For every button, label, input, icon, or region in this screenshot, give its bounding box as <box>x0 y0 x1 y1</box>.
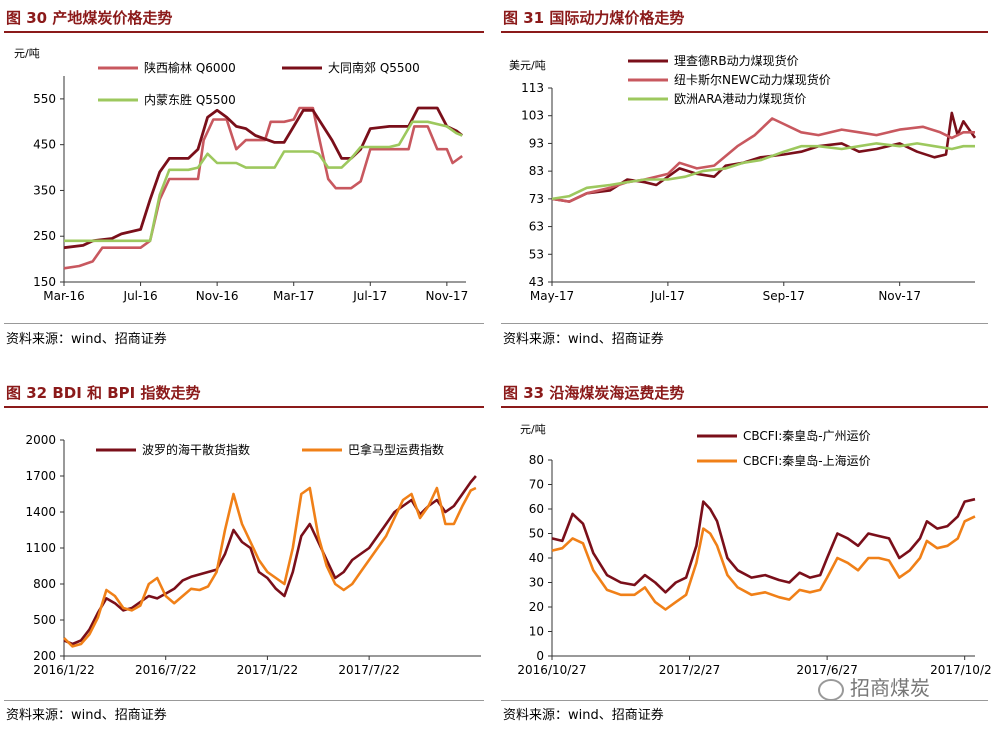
x-tick-label: Nov-16 <box>196 289 239 303</box>
y-axis-label: 美元/吨 <box>509 59 546 72</box>
legend-label: CBCFI:秦皇岛-上海运价 <box>743 453 871 468</box>
series-line <box>63 106 464 250</box>
y-tick-label: 63 <box>529 220 544 234</box>
x-tick-label: Jul-16 <box>123 289 158 303</box>
legend-label: 大同南郊 Q5500 <box>328 60 420 75</box>
source-rule <box>501 700 988 701</box>
y-tick-label: 10 <box>529 625 544 639</box>
y-tick-label: 113 <box>521 81 544 95</box>
source-text: 资料来源：wind、招商证券 <box>503 708 664 723</box>
y-tick-label: 0 <box>536 649 544 663</box>
x-tick-label: Nov-17 <box>878 289 921 303</box>
panel-title: 图 31 国际动力煤价格走势 <box>503 9 685 27</box>
x-tick-label: 2016/10/27 <box>517 663 586 677</box>
y-tick-label: 1400 <box>25 505 56 519</box>
y-tick-label: 80 <box>529 453 544 467</box>
y-tick-label: 43 <box>529 275 544 289</box>
title-rule <box>501 31 988 33</box>
series-line <box>551 515 976 611</box>
watermark: 招商煤炭 <box>818 672 930 701</box>
x-tick-label: Jul-17 <box>650 289 685 303</box>
watermark-text: 招商煤炭 <box>850 676 930 700</box>
y-tick-label: 150 <box>33 275 56 289</box>
series-line <box>551 142 975 201</box>
y-tick-label: 93 <box>529 136 544 150</box>
x-tick-label: Jul-17 <box>352 289 387 303</box>
x-tick-label: May-17 <box>530 289 574 303</box>
series-line <box>63 475 477 646</box>
y-tick-label: 500 <box>33 613 56 627</box>
legend-label: 内蒙东胜 Q5500 <box>144 92 236 107</box>
title-rule <box>4 31 484 33</box>
legend-label: 陕西榆林 Q6000 <box>144 60 236 75</box>
source-text: 资料来源：wind、招商证券 <box>6 332 167 347</box>
x-tick-label: 2016/1/22 <box>33 663 95 677</box>
y-tick-label: 20 <box>529 600 544 614</box>
y-tick-label: 30 <box>529 576 544 590</box>
x-tick-label: 2017/7/22 <box>338 663 400 677</box>
series-line <box>551 497 976 594</box>
legend-label: 理查德RB动力煤现货价 <box>674 53 799 68</box>
x-tick-label: Nov-17 <box>426 289 469 303</box>
legend-label: 巴拿马型运费指数 <box>348 442 444 457</box>
source-text: 资料来源：wind、招商证券 <box>6 708 167 723</box>
panel-title: 图 32 BDI 和 BPI 指数走势 <box>6 384 201 402</box>
y-tick-label: 40 <box>529 551 544 565</box>
panel-title: 图 30 产地煤炭价格走势 <box>6 9 173 27</box>
y-tick-label: 450 <box>33 138 56 152</box>
y-tick-label: 103 <box>521 109 544 123</box>
y-tick-label: 70 <box>529 478 544 492</box>
source-rule <box>4 700 484 701</box>
x-tick-label: 2017/6/27 <box>796 663 858 677</box>
y-tick-label: 50 <box>529 527 544 541</box>
y-tick-label: 73 <box>529 192 544 206</box>
y-tick-label: 350 <box>33 183 56 197</box>
series-line <box>64 120 463 243</box>
y-tick-label: 83 <box>529 164 544 178</box>
title-rule <box>501 406 988 408</box>
series-line <box>63 106 463 270</box>
y-tick-label: 60 <box>529 502 544 516</box>
y-tick-label: 800 <box>33 577 56 591</box>
source-rule <box>501 323 988 324</box>
source-text: 资料来源：wind、招商证券 <box>503 332 664 347</box>
x-tick-label: 2017/2/27 <box>659 663 721 677</box>
y-tick-label: 1700 <box>25 469 56 483</box>
y-tick-label: 53 <box>529 247 544 261</box>
y-tick-label: 550 <box>33 92 56 106</box>
series-line <box>63 486 477 648</box>
x-tick-label: Mar-17 <box>273 289 314 303</box>
y-axis-label: 元/吨 <box>14 47 40 60</box>
panel-title: 图 33 沿海煤炭海运费走势 <box>503 384 685 402</box>
x-tick-label: 2016/7/22 <box>135 663 197 677</box>
y-axis-label: 元/吨 <box>520 423 546 436</box>
x-tick-label: Sep-17 <box>763 289 805 303</box>
source-rule <box>4 323 484 324</box>
y-tick-label: 2000 <box>25 433 56 447</box>
x-tick-label: Mar-16 <box>43 289 84 303</box>
wechat-icon <box>818 678 844 701</box>
legend-label: CBCFI:秦皇岛-广州运价 <box>743 428 871 443</box>
title-rule <box>4 406 484 408</box>
x-tick-label: 2017/1/22 <box>237 663 299 677</box>
legend-label: 波罗的海干散货指数 <box>142 442 250 457</box>
y-tick-label: 200 <box>33 649 56 663</box>
legend-label: 欧洲ARA港动力煤现货价 <box>674 91 806 106</box>
legend-label: 纽卡斯尔NEWC动力煤现货价 <box>674 72 831 87</box>
x-tick-label: 2017/10/27 <box>930 663 992 677</box>
y-tick-label: 250 <box>33 229 56 243</box>
y-tick-label: 1100 <box>25 541 56 555</box>
